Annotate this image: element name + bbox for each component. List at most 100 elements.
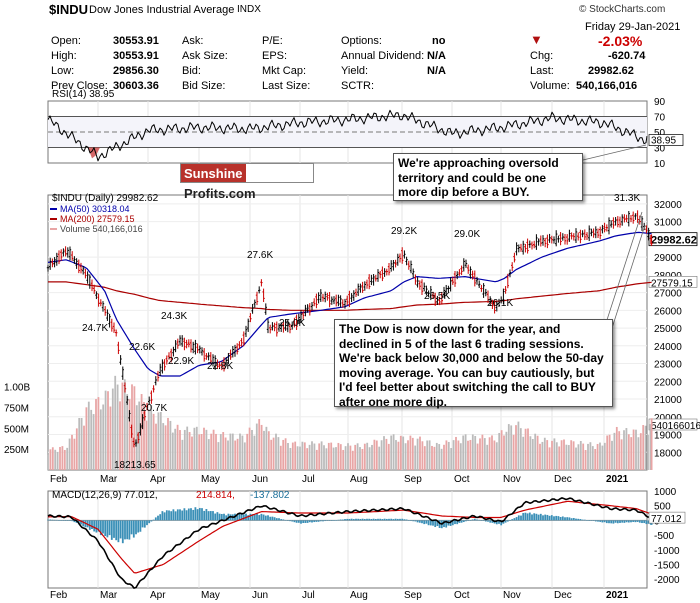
price-y-tick-6: 27000 (654, 289, 682, 300)
volume-bar (135, 405, 138, 470)
volume-bar (315, 449, 318, 470)
last-size-label: Last Size: (262, 80, 311, 92)
macd-histogram-bar (352, 519, 355, 521)
macd-histogram-bar (82, 520, 85, 527)
volume-bar (498, 432, 501, 470)
macd-histogram-bar (196, 509, 199, 521)
volume-bar (467, 440, 469, 470)
volume-bar (426, 440, 429, 470)
volume-bar (479, 438, 481, 470)
macd-histogram-bar (185, 510, 188, 521)
pe-label: P/E: (262, 35, 283, 47)
volume-bar (563, 439, 565, 470)
volume-bar (359, 447, 361, 470)
volume-bar (459, 443, 462, 470)
price-y-tick-10: 23000 (654, 360, 682, 371)
volume-bar (205, 429, 208, 470)
macd-histogram-bar (328, 520, 331, 521)
volume-bar (471, 434, 474, 470)
volume-bar (167, 417, 169, 470)
macd-histogram-bar (333, 520, 335, 521)
macd-histogram-bar (445, 520, 448, 528)
rsi-title: RSI(14) 38.95 (52, 89, 115, 100)
macd-histogram-bar (599, 520, 602, 522)
macd-histogram-bar (641, 520, 643, 524)
volume-bar (495, 442, 498, 470)
macd-histogram-bar (341, 519, 344, 521)
macd-y-tick-0: 1000 (654, 487, 677, 498)
macd-histogram-bar (425, 520, 428, 524)
macd-histogram-bar (489, 520, 492, 523)
volume-bar (411, 437, 414, 470)
macd-x-label-9: Nov (503, 590, 521, 601)
macd-histogram-bar (284, 519, 287, 521)
volume-bar (524, 428, 527, 470)
macd-histogram-bar (403, 519, 406, 521)
macd-last-value: 77.012 (651, 514, 682, 525)
macd-histogram-bar (324, 520, 327, 522)
macd-histogram-bar (592, 520, 595, 521)
volume-bar (152, 413, 155, 470)
volume-bar (71, 434, 73, 470)
macd-histogram-bar (203, 510, 206, 521)
volume-bar (505, 431, 508, 470)
rsi-y-tick-3: 30 (654, 144, 666, 155)
price-y-tick-8: 25000 (654, 324, 682, 335)
volume-bar (577, 444, 580, 470)
yield-value: N/A (427, 65, 446, 77)
volume-bar (191, 436, 193, 470)
volume-bar (404, 443, 407, 470)
macd-histogram-bar (326, 520, 329, 521)
volume-bar (457, 440, 460, 470)
volume-bar (596, 443, 599, 470)
dividend-label: Annual Dividend: (341, 50, 425, 62)
high-label: High: (51, 50, 77, 62)
volume-bar (548, 447, 551, 470)
macd-histogram-bar (194, 507, 197, 521)
macd-histogram-bar (159, 514, 162, 521)
dividend-value: N/A (427, 50, 446, 62)
macd-histogram-bar (247, 515, 250, 521)
volume-bar (515, 425, 517, 470)
bid-size-label: Bid Size: (182, 80, 226, 92)
macd-histogram-bar (289, 520, 291, 522)
volume-y-tick-3: 250M (4, 445, 29, 456)
logo-sunshine: Sunshine (181, 164, 246, 182)
macd-histogram-bar (187, 508, 190, 521)
macd-histogram-bar (449, 520, 452, 526)
volume-bar (265, 426, 268, 470)
volume-bar (219, 434, 222, 470)
volume-bar (546, 440, 549, 470)
volume-bar (255, 423, 258, 470)
volume-bar (289, 447, 292, 470)
volume-bar (584, 450, 587, 470)
macd-x-label-1: Mar (100, 590, 118, 601)
rsi-y-tick-4: 10 (654, 159, 666, 170)
macd-histogram-bar (559, 516, 562, 521)
chg-label: Chg: (530, 50, 554, 62)
macd-histogram-bar (421, 520, 423, 524)
volume-bar (183, 429, 186, 470)
price-annotation-4: 24.3K (161, 311, 187, 322)
ma200-last-box (648, 276, 698, 288)
volume-bar (188, 432, 191, 470)
volume-bar (447, 441, 450, 470)
volume-bar (649, 424, 652, 470)
volume-bar (291, 442, 294, 470)
volume-bar (63, 449, 66, 470)
price-annotation-0: 24.7K (82, 323, 108, 334)
macd-histogram-bar (513, 518, 516, 521)
macd-histogram-bar (473, 518, 476, 521)
volume-bar (642, 425, 645, 470)
macd-histogram-bar (315, 520, 318, 522)
macd-histogram-bar (451, 520, 454, 526)
macd-histogram-bar (172, 509, 175, 521)
macd-histogram-bar (91, 520, 93, 530)
macd-histogram-bar (348, 518, 351, 521)
volume-bar (217, 442, 220, 470)
macd-histogram-bar (295, 520, 298, 523)
macd-title-2: 214.814, (196, 490, 235, 501)
volume-bar (594, 449, 597, 470)
volume-bar (243, 442, 246, 470)
macd-histogram-bar (368, 518, 371, 521)
